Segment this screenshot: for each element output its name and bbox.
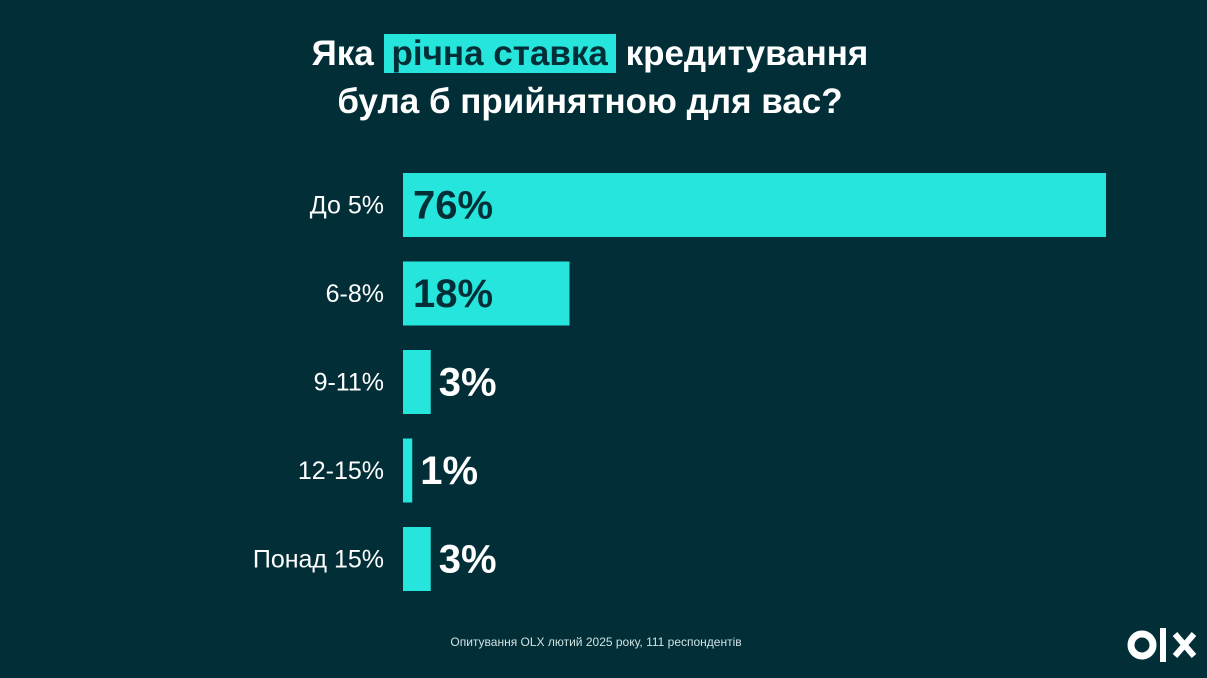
value-label: 3% (439, 538, 497, 582)
bar (403, 438, 413, 503)
title-line: була б прийнятною для вас? (0, 78, 1180, 126)
category-label: 6-8% (326, 280, 384, 308)
category-label: До 5% (310, 192, 384, 220)
category-label: 12-15% (298, 457, 384, 485)
footnote: Опитування OLX лютий 2025 року, 111 респ… (450, 635, 741, 649)
title-part: Яка (311, 34, 374, 73)
logo-l (1160, 628, 1166, 662)
category-label: Понад 15% (253, 546, 384, 574)
value-label: 18% (413, 272, 493, 316)
title-part: була б прийнятною для вас? (337, 82, 843, 121)
bar (403, 350, 431, 414)
logo-x (1172, 632, 1197, 658)
bar (403, 261, 570, 326)
title-part: кредитування (625, 34, 869, 73)
value-label: 1% (420, 449, 478, 493)
logo-o (1127, 630, 1157, 660)
title-part: річна ставка (383, 34, 616, 73)
category-label: 9-11% (314, 369, 384, 397)
bar (403, 173, 1106, 237)
value-label: 76% (413, 184, 493, 228)
value-label: 3% (439, 361, 497, 405)
chart-title: Яка річна ставка кредитування була б при… (0, 30, 1180, 126)
logo (1127, 628, 1197, 662)
title-line: Яка річна ставка кредитування (0, 30, 1180, 78)
bar (403, 527, 431, 591)
